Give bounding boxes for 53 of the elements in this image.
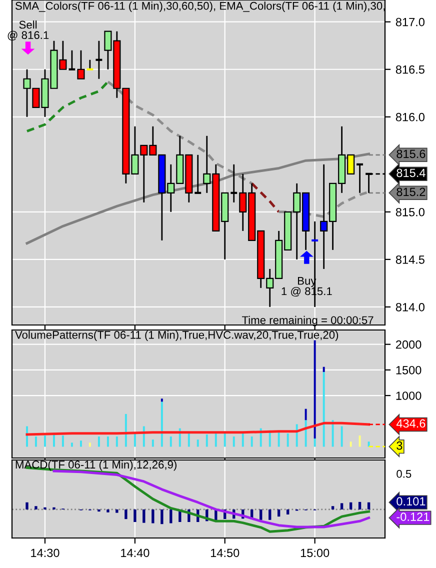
- bar: [26, 502, 28, 510]
- bar: [260, 509, 262, 520]
- y-tick-label: 817.0: [396, 18, 424, 26]
- chart-title: MACD(TF 06-11 (1 Min),12,26,9): [16, 460, 176, 471]
- bar: [358, 502, 362, 510]
- bar: [340, 503, 344, 510]
- candlestick: [194, 154, 202, 194]
- y-tick-label: 2000: [396, 340, 422, 349]
- bar: [98, 509, 100, 512]
- annotation: -0.121: [396, 512, 430, 521]
- y-tick-label: 1000: [396, 392, 422, 400]
- chart-title: VolumePatterns(TF 06-11 (1 Min),True,HVC.wav,20,True,True,20): [15, 330, 338, 341]
- bar: [142, 509, 146, 523]
- bar: [152, 509, 154, 524]
- line-series: [26, 422, 370, 436]
- bar: [124, 509, 128, 520]
- bar: [170, 509, 172, 524]
- line-series: [26, 80, 110, 132]
- bar: [349, 502, 352, 510]
- bar: [34, 506, 38, 510]
- annotation: 0.101: [396, 497, 426, 506]
- candlestick: [230, 164, 238, 204]
- bar: [331, 506, 334, 510]
- x-tick-label: 14:40: [121, 548, 150, 558]
- candlestick: [356, 163, 364, 194]
- bar: [286, 509, 290, 514]
- bar: [106, 509, 110, 512]
- y-tick-label: 814.0: [396, 302, 424, 312]
- x-tick-label: 14:30: [31, 548, 60, 558]
- ref-line-label: 3: [396, 441, 402, 450]
- bar: [134, 509, 136, 522]
- y-tick-label: 816.5: [396, 65, 424, 74]
- ref-line-label: 434.6: [396, 419, 426, 428]
- annotation: Time remaining = 00:00:57: [242, 316, 374, 326]
- candlestick: [68, 50, 76, 70]
- bar: [367, 502, 370, 510]
- candlestick: [77, 50, 85, 80]
- bar: [277, 509, 280, 517]
- ref-line-label: 815.4: [396, 168, 426, 178]
- bar: [116, 509, 118, 513]
- bar: [160, 509, 164, 524]
- y-tick-label: 815.0: [396, 208, 424, 216]
- bar: [268, 509, 272, 520]
- x-tick-label: 14:50: [210, 548, 240, 558]
- y-tick-label: 814.5: [396, 255, 424, 264]
- y-tick-label: 816.0: [396, 112, 424, 122]
- chart-title: SMA_Colors(TF 06-11 (1 Min),30,60,50), EMA_Colors(TF 06-11 (1 Min),30,: [15, 2, 385, 12]
- y-tick-label: 1500: [396, 366, 422, 374]
- x-tick-label: 15:00: [300, 548, 330, 558]
- ref-line-label: 815.2: [396, 188, 426, 196]
- ref-line-label: 815.6: [396, 150, 426, 158]
- text: 0.5: [396, 470, 412, 478]
- candlestick: [94, 40, 104, 80]
